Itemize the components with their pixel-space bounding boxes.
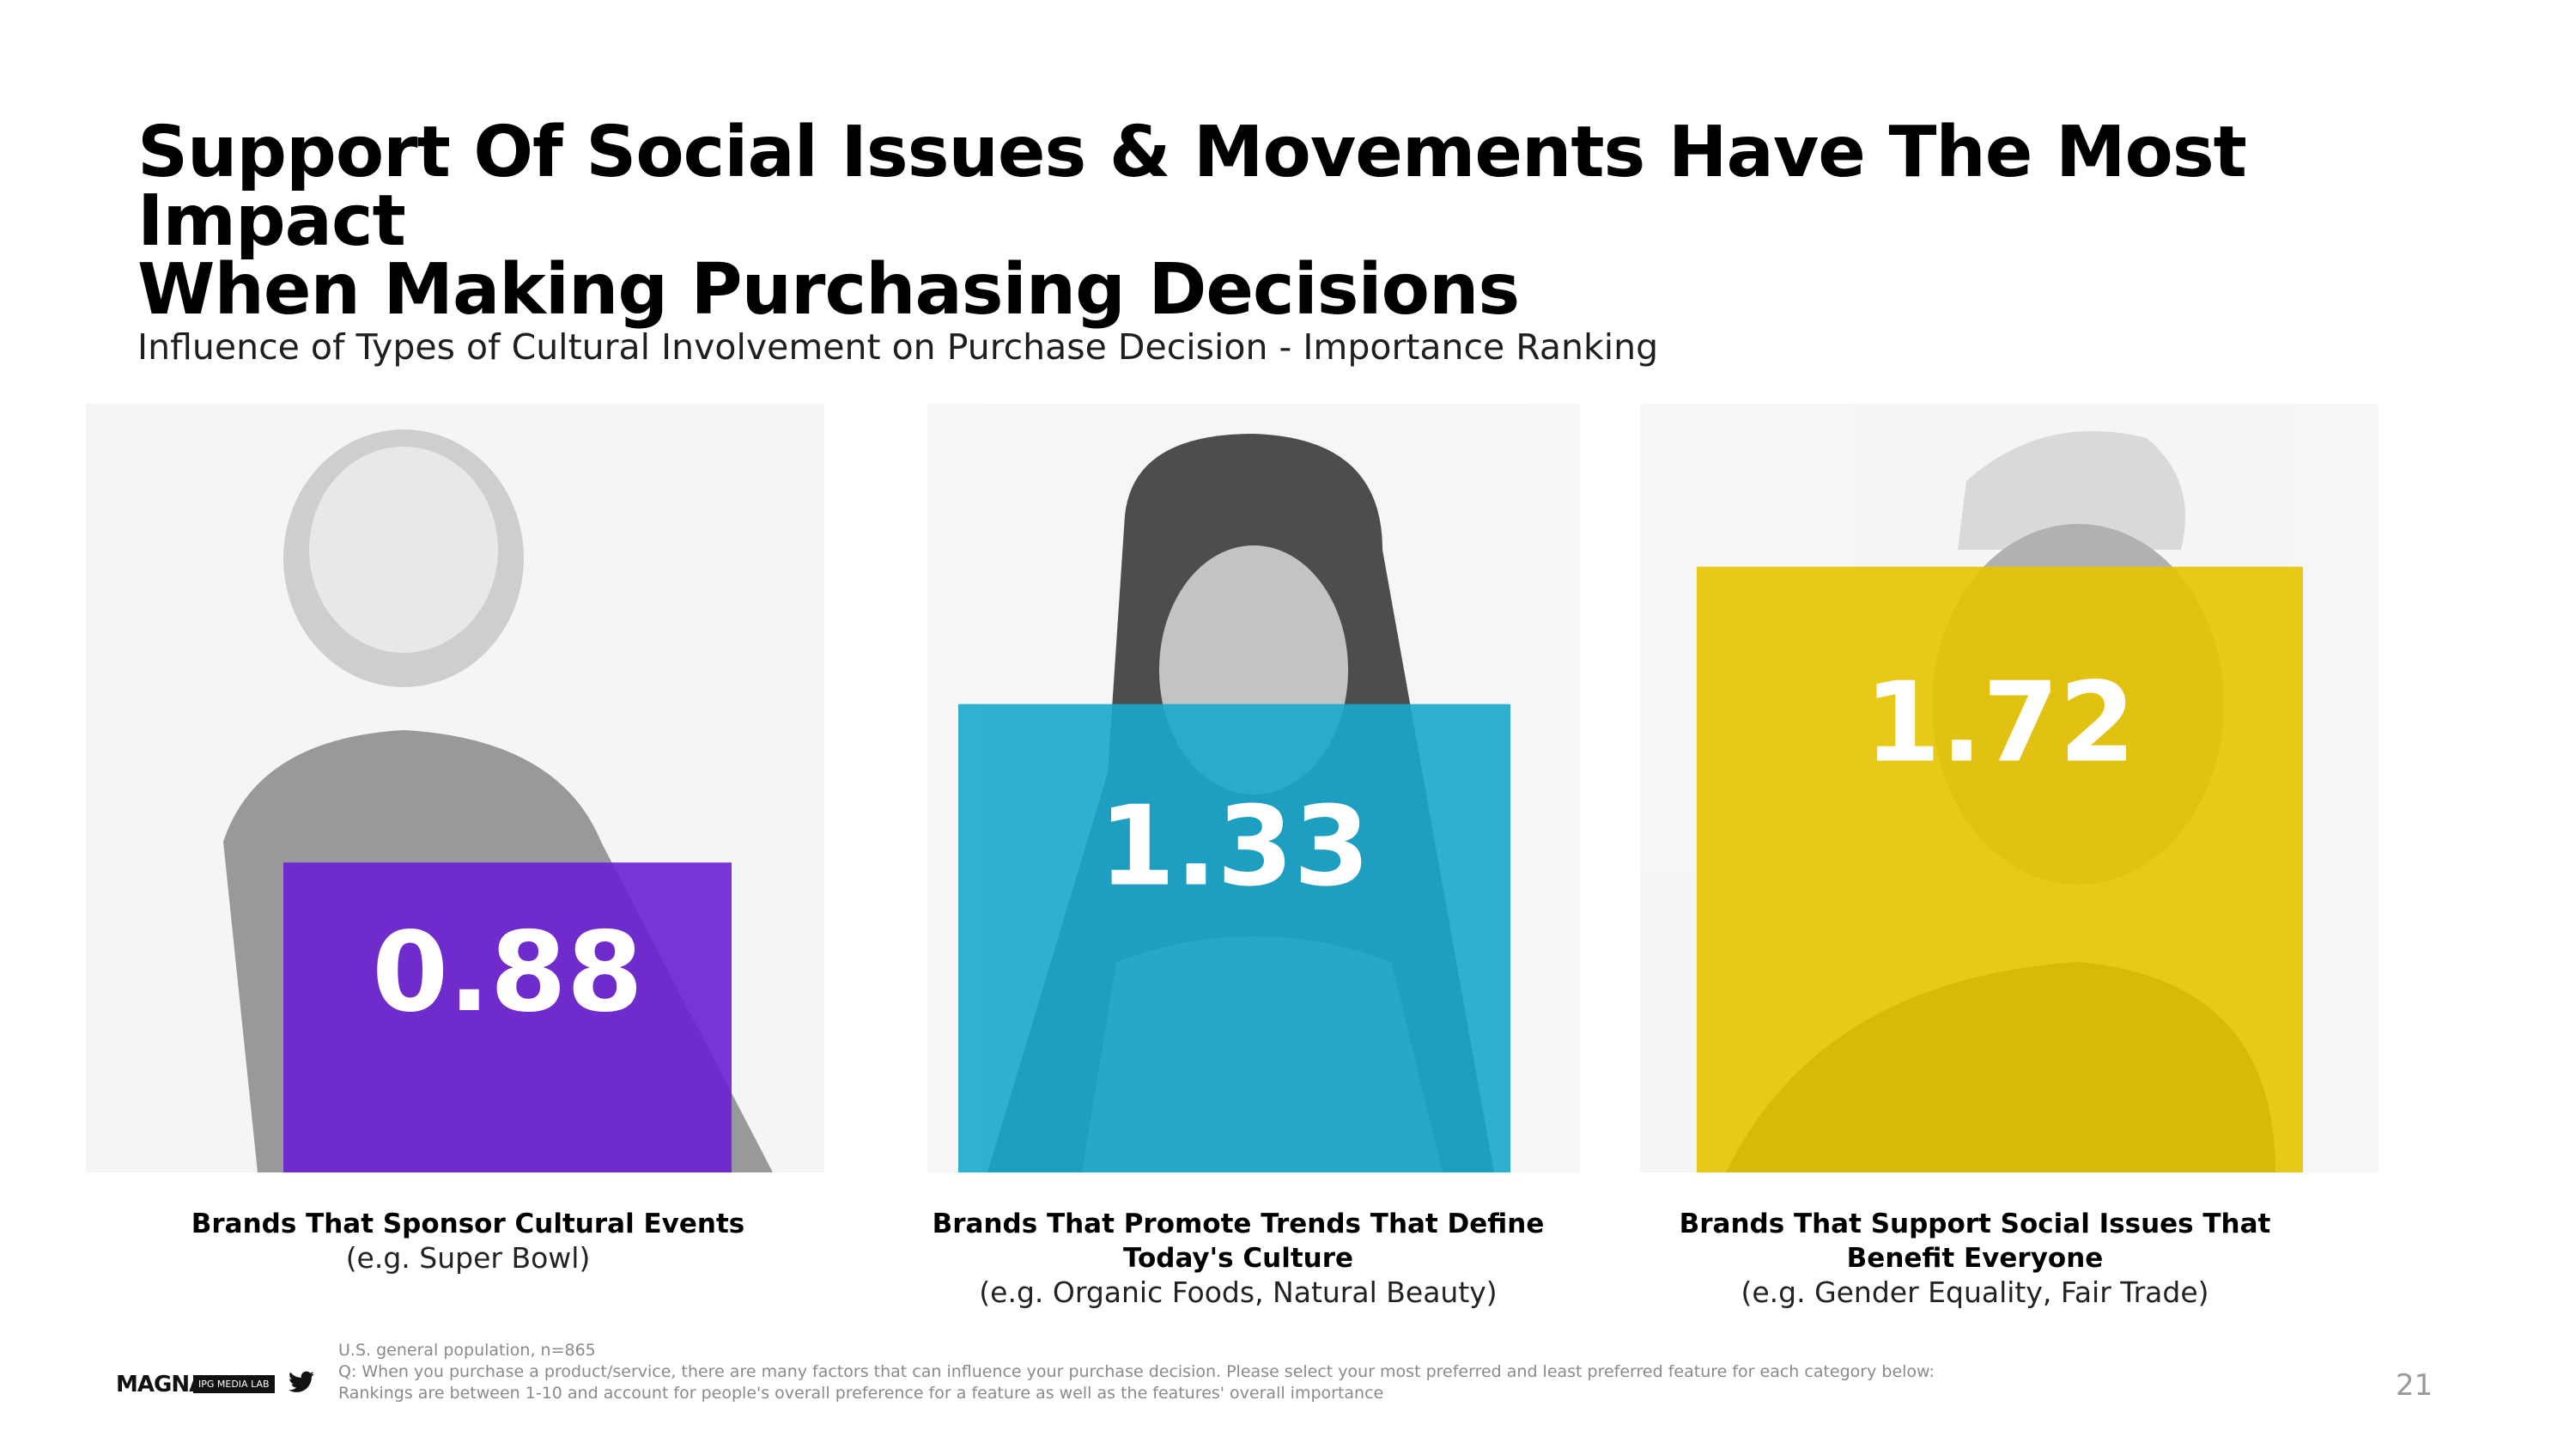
category-label-1: Brands That Sponsor Cultural Events (e.g… — [116, 1207, 820, 1275]
category-3-title-line2: Benefit Everyone — [1846, 1243, 2104, 1274]
magna-logo: MAGNA — [116, 1372, 206, 1397]
value-labels-group: 0.88 1.33 1.72 — [372, 660, 2136, 1038]
page-title-line1: Support Of Social Issues & Movements Hav… — [137, 112, 2247, 262]
bars-group — [283, 566, 2303, 1172]
category-2-title-line2: Today's Culture — [1122, 1243, 1354, 1274]
bar-1 — [283, 862, 732, 1172]
footnote: U.S. general population, n=865 Q: When y… — [338, 1340, 2270, 1404]
category-2-title-line1: Brands That Promote Trends That Define — [932, 1209, 1545, 1239]
footnote-rankings: Rankings are between 1-10 and account fo… — [338, 1384, 1384, 1403]
twitter-bird-icon[interactable] — [289, 1371, 314, 1393]
value-label-2: 1.33 — [1099, 783, 1370, 911]
value-label-1: 0.88 — [372, 909, 643, 1037]
category-2-example: (e.g. Organic Foods, Natural Beauty) — [979, 1275, 1498, 1309]
footnote-sample: U.S. general population, n=865 — [338, 1341, 596, 1360]
page-number: 21 — [2396, 1368, 2433, 1403]
category-3-example: (e.g. Gender Equality, Fair Trade) — [1741, 1275, 2209, 1309]
page-title-line2: When Making Purchasing Decisions — [137, 249, 1520, 331]
bar-2 — [958, 703, 1510, 1172]
category-1-example: (e.g. Super Bowl) — [345, 1241, 591, 1275]
category-label-2: Brands That Promote Trends That Define T… — [886, 1207, 1590, 1310]
bar-chart: 0.88 1.33 1.72 — [223, 429, 2303, 1172]
category-3-title-line1: Brands That Support Social Issues That — [1679, 1209, 2271, 1239]
bar-3 — [1697, 566, 2303, 1172]
footnote-question: Q: When you purchase a product/service, … — [338, 1362, 1935, 1381]
chart-subtitle: Influence of Types of Cultural Involveme… — [137, 326, 1659, 368]
category-1-title: Brands That Sponsor Cultural Events — [191, 1209, 745, 1239]
value-label-3: 1.72 — [1864, 660, 2136, 788]
category-label-3: Brands That Support Social Issues That B… — [1623, 1207, 2327, 1310]
ipg-media-lab-logo: IPG MEDIA LAB — [193, 1375, 275, 1393]
page-title: Support Of Social Issues & Movements Hav… — [137, 112, 2456, 331]
